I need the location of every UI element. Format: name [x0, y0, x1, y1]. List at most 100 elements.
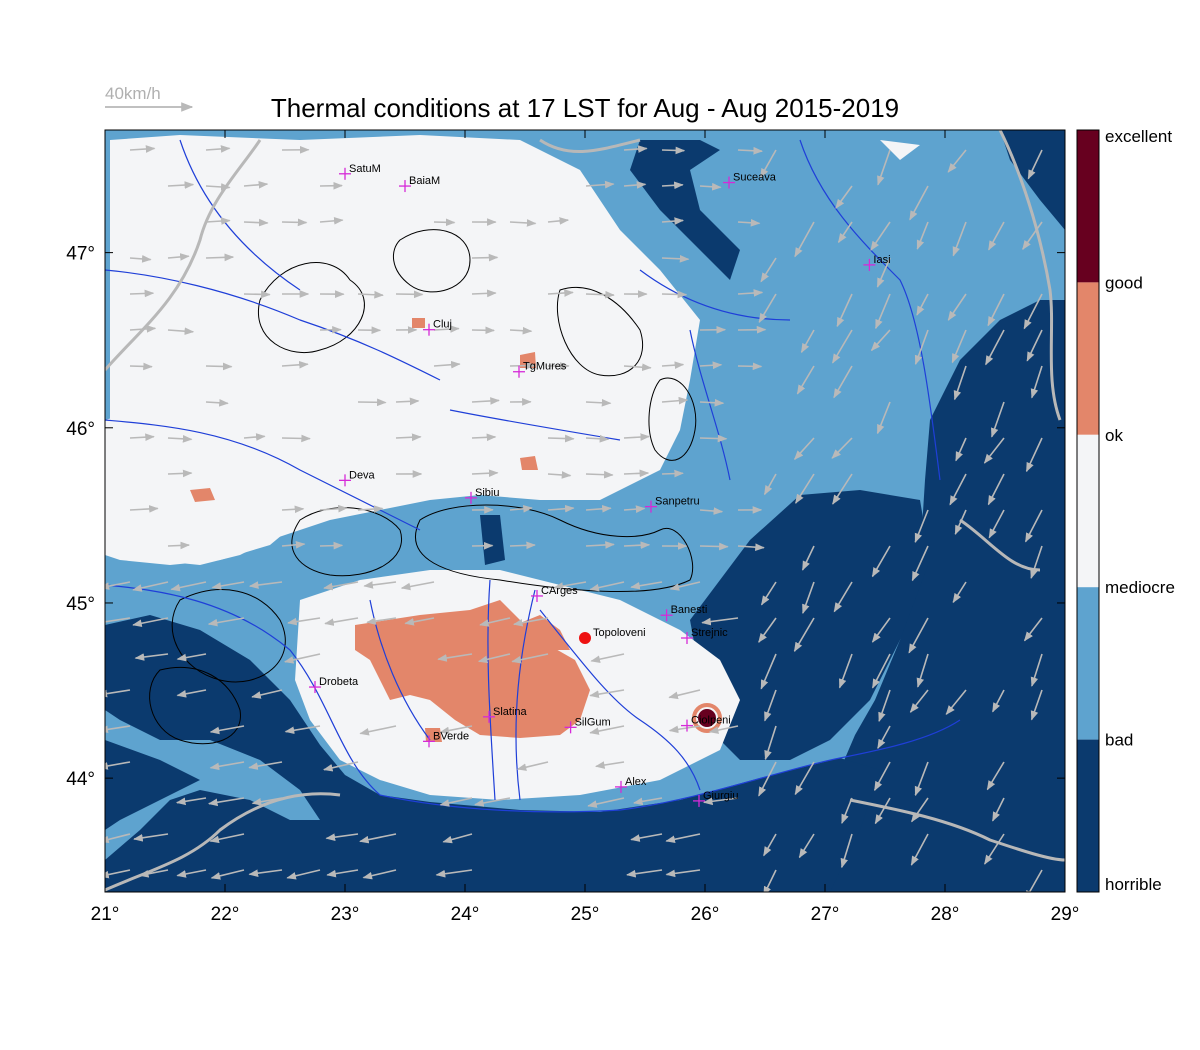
station-label: Drobeta	[319, 676, 359, 688]
wind-arrow	[876, 257, 891, 288]
horrible-region-danube-band	[105, 615, 880, 892]
wind-arrow	[248, 869, 283, 878]
wind-arrow	[590, 653, 625, 663]
wind-arrow	[661, 217, 685, 225]
wind-arrow	[991, 797, 1005, 822]
wind-arrow	[129, 505, 159, 513]
wind-arrow	[167, 253, 190, 261]
station-label: SatuM	[349, 163, 381, 175]
wind-arrow	[737, 146, 763, 155]
wind-arrow	[1030, 689, 1043, 721]
station-marker: Banesti	[660, 604, 708, 622]
wind-arrow	[1030, 365, 1043, 399]
wind-arrow	[911, 797, 929, 823]
wind-arrow	[433, 325, 460, 333]
lat-tick-label: 44°	[66, 769, 95, 790]
lon-tick-label: 22°	[211, 904, 240, 925]
wind-arrow	[988, 509, 1005, 539]
wind-arrow	[760, 653, 777, 690]
wind-arrow	[437, 653, 473, 662]
wind-arrow	[319, 541, 344, 550]
wind-arrow	[699, 507, 724, 515]
lon-tick-label: 29°	[1051, 904, 1080, 925]
wind-arrow	[916, 293, 929, 316]
wind-arrow	[949, 473, 967, 506]
wind-arrow	[1023, 617, 1043, 642]
wind-arrow	[661, 396, 689, 405]
wind-arrow	[509, 361, 536, 370]
wind-arrow	[167, 327, 195, 336]
station-label: Sanpetru	[655, 496, 700, 508]
wind-arrow	[248, 581, 283, 589]
wind-arrow	[701, 617, 739, 626]
wind-arrow	[105, 617, 131, 626]
station-label: Strejnic	[691, 627, 728, 639]
wind-arrow	[1026, 329, 1043, 362]
horrible-region-northeast	[630, 140, 740, 280]
wind-arrow	[176, 869, 207, 878]
wind-arrow	[794, 221, 815, 258]
wind-arrow	[665, 833, 701, 844]
station-marker: SilGum	[564, 716, 611, 734]
wind-arrow	[479, 617, 511, 627]
station-markers: SatuM BaiaM Suceava Iasi Cluj TgMures Deva Sibi…	[309, 163, 891, 807]
wind-arrow	[1024, 509, 1043, 543]
wind-arrow	[243, 433, 266, 441]
wind-arrow	[760, 257, 777, 283]
station-label: Iasi	[873, 254, 890, 266]
wind-arrow	[793, 617, 815, 653]
wind-arrow	[248, 761, 283, 770]
station-label: Banesti	[671, 604, 708, 616]
wind-arrow	[984, 833, 1005, 865]
wind-arrow	[835, 185, 853, 209]
wind-arrow	[1025, 437, 1043, 473]
wind-arrow	[281, 434, 311, 443]
wind-arrow	[801, 545, 815, 571]
ok-region-oltenia-east	[515, 615, 570, 650]
wind-arrow	[323, 761, 359, 772]
wind-arrow	[477, 653, 511, 664]
station-label: CArges	[541, 585, 578, 597]
wind-arrow	[987, 473, 1005, 506]
wind-arrow	[205, 183, 231, 191]
wind-arrow	[623, 363, 652, 372]
lon-tick-label: 24°	[451, 904, 480, 925]
wind-arrow	[916, 653, 929, 688]
wind-arrow	[133, 833, 169, 842]
station-marker: Ciolpeni	[681, 715, 731, 732]
wind-arrow	[251, 797, 283, 806]
wind-arrow	[914, 761, 929, 797]
wind-arrow	[105, 761, 131, 770]
wind-arrow	[623, 541, 651, 550]
wind-arrow	[985, 329, 1005, 366]
station-label: Ciolpeni	[691, 715, 731, 727]
wind-arrow	[699, 434, 728, 443]
wind-arrow	[870, 329, 891, 352]
wind-arrow	[991, 689, 1005, 713]
station-marker: TgMures	[513, 361, 567, 378]
wind-arrow	[207, 797, 245, 807]
wind-arrow	[395, 397, 420, 406]
wind-arrow	[442, 833, 473, 844]
station-marker: BVerde	[423, 730, 469, 748]
wind-arrow	[585, 504, 612, 513]
country-borders	[105, 130, 1065, 892]
wind-arrow	[547, 471, 572, 479]
station-marker: Sibiu	[465, 487, 499, 504]
highlight-station-marker: Topoloveni	[579, 627, 646, 644]
wind-scale-label: 40km/h	[105, 84, 161, 103]
wind-arrow	[699, 182, 722, 191]
wind-arrow	[793, 437, 815, 461]
station-label: Slatina	[493, 706, 528, 718]
wind-arrow	[795, 473, 815, 504]
ok-region-south-patch	[520, 456, 538, 470]
wind-arrow	[952, 221, 967, 257]
wind-arrow	[209, 833, 245, 844]
wind-arrow	[661, 146, 686, 155]
wind-arrow	[759, 149, 777, 179]
wind-vector-field	[105, 145, 1043, 892]
wind-arrow	[281, 218, 308, 227]
lon-tick-label: 28°	[931, 904, 960, 925]
wind-arrow	[909, 689, 929, 713]
wind-arrow	[669, 581, 701, 591]
